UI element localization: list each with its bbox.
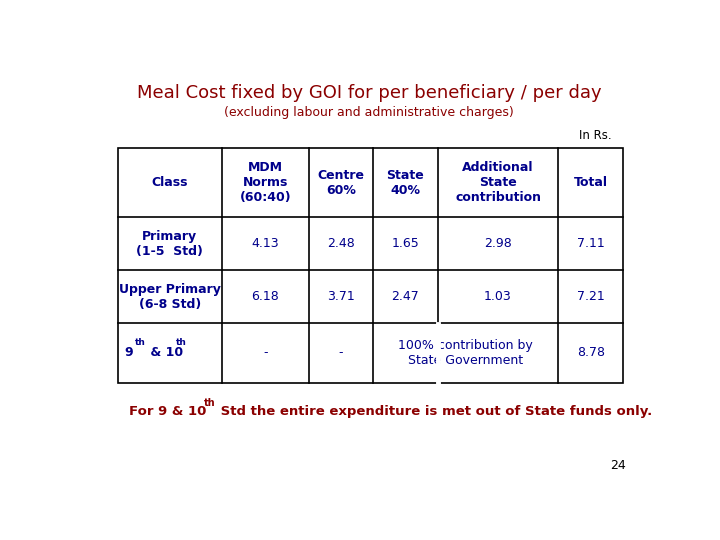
Text: 1.65: 1.65: [392, 237, 419, 250]
Text: 2.48: 2.48: [327, 237, 355, 250]
Text: Additional
State
contribution: Additional State contribution: [455, 161, 541, 204]
Text: -: -: [263, 347, 267, 360]
Text: State
40%: State 40%: [387, 168, 424, 197]
Text: Centre
60%: Centre 60%: [318, 168, 364, 197]
Text: MDM
Norms
(60:40): MDM Norms (60:40): [239, 161, 291, 204]
Text: Primary
(1-5  Std): Primary (1-5 Std): [136, 230, 203, 258]
Text: 3.71: 3.71: [327, 290, 355, 303]
Text: Meal Cost fixed by GOI for per beneficiary / per day: Meal Cost fixed by GOI for per beneficia…: [137, 84, 601, 102]
Text: -: -: [338, 347, 343, 360]
Text: Std the entire expenditure is met out of State funds only.: Std the entire expenditure is met out of…: [216, 406, 652, 419]
Text: Total: Total: [574, 176, 608, 189]
Text: Class: Class: [151, 176, 188, 189]
Text: 9: 9: [125, 347, 133, 360]
Text: th: th: [204, 398, 215, 408]
Text: 8.78: 8.78: [577, 347, 605, 360]
Text: & 10: & 10: [145, 347, 183, 360]
Text: 4.13: 4.13: [251, 237, 279, 250]
Text: 7.21: 7.21: [577, 290, 605, 303]
Text: 6.18: 6.18: [251, 290, 279, 303]
Text: 24: 24: [610, 460, 626, 472]
Text: 100% contribution by
State Government: 100% contribution by State Government: [398, 339, 533, 367]
Text: th: th: [176, 338, 186, 347]
Text: 2.98: 2.98: [484, 237, 512, 250]
Text: For 9 & 10: For 9 & 10: [129, 406, 207, 419]
Text: Upper Primary
(6-8 Std): Upper Primary (6-8 Std): [119, 282, 221, 310]
Text: (excluding labour and administrative charges): (excluding labour and administrative cha…: [224, 106, 514, 119]
Text: 2.47: 2.47: [392, 290, 419, 303]
Text: 7.11: 7.11: [577, 237, 605, 250]
Text: 1.03: 1.03: [484, 290, 512, 303]
Text: In Rs.: In Rs.: [579, 129, 612, 142]
Text: th: th: [135, 338, 145, 347]
